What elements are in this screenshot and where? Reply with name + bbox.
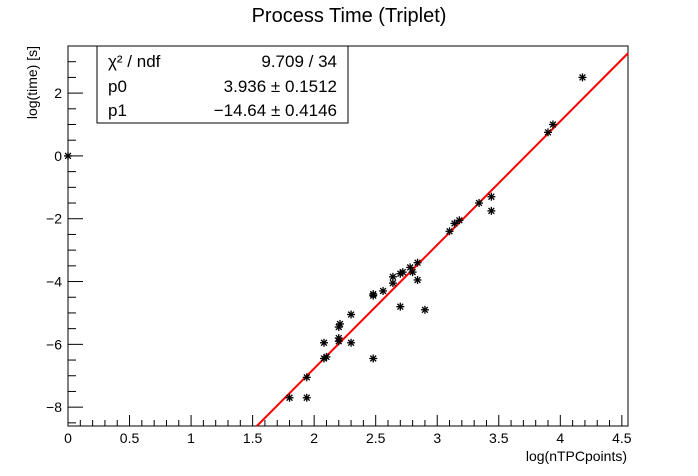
data-point [320, 338, 328, 347]
point-stroke [488, 193, 495, 201]
stats-label-p0: p0 [108, 77, 127, 96]
y-tick-label: −6 [46, 336, 62, 352]
point-stroke [409, 268, 416, 276]
point-stroke [303, 394, 311, 402]
point-stroke [549, 121, 557, 128]
point-stroke [379, 287, 387, 295]
y-tick-label: −2 [46, 211, 62, 227]
data-point [322, 352, 331, 361]
point-stroke [336, 320, 344, 328]
point-stroke [320, 339, 328, 347]
fit-line-group [256, 52, 629, 427]
data-point [336, 319, 344, 328]
data-point [487, 206, 496, 215]
data-point [475, 199, 484, 208]
y-tick-label: −8 [46, 399, 62, 415]
data-point [334, 334, 343, 343]
data-point [487, 192, 496, 201]
data-point [379, 286, 388, 295]
data-point [578, 73, 587, 82]
data-points [64, 73, 587, 402]
point-stroke [399, 268, 407, 276]
x-tick-label: 0.5 [120, 430, 140, 446]
data-point [408, 268, 417, 277]
fit-line [256, 52, 629, 427]
point-stroke [335, 334, 343, 342]
x-tick-label: 3.5 [489, 430, 509, 446]
data-point [347, 338, 356, 347]
point-stroke [323, 353, 330, 361]
point-stroke [396, 303, 404, 311]
stats-box-frame [96, 45, 349, 124]
point-stroke [389, 279, 397, 287]
point-stroke [286, 394, 293, 402]
point-stroke [451, 220, 458, 227]
x-tick-label: 4 [556, 430, 564, 446]
point-stroke [414, 259, 421, 267]
data-point [64, 151, 72, 160]
data-point [445, 227, 454, 236]
point-stroke [414, 276, 421, 284]
y-axis-label: log(time) [s] [24, 46, 40, 119]
x-tick-label: 2 [310, 430, 318, 446]
x-tick-label: 4.5 [612, 430, 632, 446]
data-point [388, 279, 397, 288]
data-point [369, 290, 378, 299]
point-stroke [488, 207, 495, 215]
x-tick-label: 1 [187, 430, 195, 446]
point-stroke [544, 129, 552, 136]
data-point [413, 275, 422, 284]
data-point [398, 268, 407, 277]
point-stroke [347, 311, 355, 318]
x-tick-label: 3 [433, 430, 441, 446]
point-stroke [579, 74, 586, 81]
y-tick-label: 0 [54, 148, 62, 164]
x-tick-label: 1.5 [243, 430, 263, 446]
point-stroke [64, 152, 72, 160]
x-tick-label: 2.5 [366, 430, 386, 446]
stats-box: χ² / ndf 9.709 / 34 p0 3.936 ± 0.1512 p1… [96, 45, 349, 124]
y-tick-label: 2 [54, 85, 62, 101]
point-stroke [406, 264, 414, 271]
data-point [302, 393, 311, 402]
x-axis-label: log(nTPCpoints) [526, 448, 627, 464]
point-stroke [389, 273, 397, 281]
point-stroke [475, 199, 483, 207]
y-tick-label: −4 [46, 274, 62, 290]
point-stroke [369, 290, 377, 298]
chart-title: Process Time (Triplet) [252, 5, 447, 27]
point-stroke [421, 306, 429, 314]
x-axis: 0 0.5 1 1.5 2 2.5 3 3.5 4 4.5 [64, 415, 632, 446]
stats-value-p0: 3.936 ± 0.1512 [224, 77, 337, 96]
data-point [544, 128, 552, 137]
data-point [369, 354, 378, 363]
point-stroke [446, 227, 453, 235]
data-point [455, 216, 464, 225]
data-point [420, 305, 429, 314]
x-tick-label: 0 [64, 430, 72, 446]
data-point [285, 393, 294, 402]
y-axis: −8 −6 −4 −2 0 2 [46, 45, 83, 424]
point-stroke [369, 355, 377, 362]
stats-label-p1: p1 [108, 101, 127, 120]
point-stroke [303, 373, 311, 381]
data-point [548, 120, 557, 129]
point-stroke [347, 339, 355, 347]
data-point [413, 258, 422, 267]
stats-label-chi2: χ² / ndf [108, 52, 161, 71]
stats-value-chi2: 9.709 / 34 [261, 52, 337, 71]
point-stroke [456, 216, 463, 224]
stats-value-p1: −14.64 ± 0.4146 [214, 101, 337, 120]
data-point [302, 373, 311, 382]
data-point [396, 302, 405, 311]
data-point [347, 310, 356, 319]
